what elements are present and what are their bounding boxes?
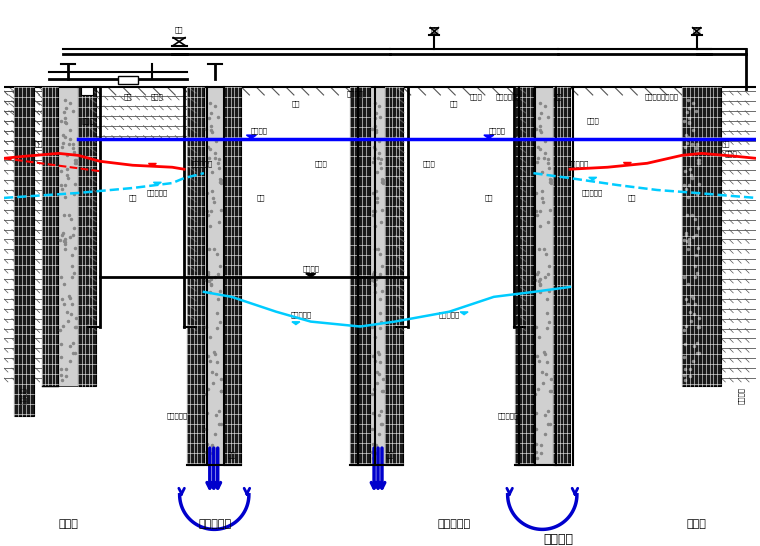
Text: 阀门: 阀门 <box>175 26 183 33</box>
Polygon shape <box>534 87 553 465</box>
Text: 降水后水位: 降水后水位 <box>290 311 312 318</box>
Polygon shape <box>589 177 597 180</box>
Text: 回灌井: 回灌井 <box>59 519 78 530</box>
Text: 基坑降水井: 基坑降水井 <box>438 519 470 530</box>
Polygon shape <box>385 87 403 465</box>
Text: 粘土: 粘土 <box>450 100 458 107</box>
Polygon shape <box>148 163 157 166</box>
Text: 回灌后水位: 回灌后水位 <box>192 160 213 167</box>
Text: 自然水位: 自然水位 <box>251 127 268 134</box>
Polygon shape <box>484 135 494 139</box>
Polygon shape <box>59 87 78 386</box>
Bar <box>81 87 93 95</box>
Text: 地下水绕流: 地下水绕流 <box>166 412 188 419</box>
Text: 三通管: 三通管 <box>470 94 483 100</box>
Text: 水表: 水表 <box>123 94 132 100</box>
Text: 加压净化装置: 加压净化装置 <box>496 94 521 100</box>
Text: 滤料: 滤料 <box>485 194 493 201</box>
Polygon shape <box>223 87 242 465</box>
Text: 降水后水位: 降水后水位 <box>439 311 460 318</box>
Text: 自然水位: 自然水位 <box>488 127 505 134</box>
Text: 水泵: 水泵 <box>385 452 394 459</box>
Text: 整平地面: 整平地面 <box>347 91 364 97</box>
Text: 加压回灌井口封板: 加压回灌井口封板 <box>645 94 679 100</box>
Text: 水泵: 水泵 <box>227 452 236 459</box>
Text: 降水后水位: 降水后水位 <box>582 189 603 196</box>
Polygon shape <box>42 87 59 386</box>
Text: 基坑底面: 基坑底面 <box>302 266 319 272</box>
Text: 降水后水位: 降水后水位 <box>147 189 168 196</box>
Text: 回灌井: 回灌井 <box>687 519 707 530</box>
Polygon shape <box>14 87 33 416</box>
Polygon shape <box>553 87 570 465</box>
Polygon shape <box>515 87 534 465</box>
Polygon shape <box>78 87 96 386</box>
Polygon shape <box>370 87 385 465</box>
Polygon shape <box>187 87 204 465</box>
Text: 粘土: 粘土 <box>292 100 300 107</box>
Bar <box>118 76 138 84</box>
Text: 滤料: 滤料 <box>257 194 265 201</box>
Text: 水表: 水表 <box>554 94 562 100</box>
Polygon shape <box>682 87 701 386</box>
Text: 排水沟: 排水沟 <box>587 117 599 124</box>
Text: 阀门: 阀门 <box>430 26 439 33</box>
Polygon shape <box>682 87 701 386</box>
Text: 钢管井: 钢管井 <box>423 160 435 167</box>
Text: 钢管井: 钢管井 <box>314 160 327 167</box>
Text: 粘土: 粘土 <box>34 140 43 147</box>
Polygon shape <box>350 87 370 465</box>
Polygon shape <box>292 322 300 324</box>
Text: 滤料: 滤料 <box>128 194 137 201</box>
Text: 基坑降水井: 基坑降水井 <box>198 519 231 530</box>
Text: 排水池: 排水池 <box>725 150 738 157</box>
Polygon shape <box>306 274 315 277</box>
Text: 排水沟: 排水沟 <box>82 117 94 124</box>
Text: 三通管: 三通管 <box>151 94 163 100</box>
Text: 围护结构: 围护结构 <box>543 533 573 546</box>
Text: 滤料: 滤料 <box>628 194 637 201</box>
Polygon shape <box>204 87 223 465</box>
Polygon shape <box>623 163 632 165</box>
Text: 粘土: 粘土 <box>722 140 730 147</box>
Text: 回扬水泵: 回扬水泵 <box>21 387 27 404</box>
Polygon shape <box>701 87 721 386</box>
Text: 阀门: 阀门 <box>692 26 701 33</box>
Text: 回扬水泵: 回扬水泵 <box>738 387 745 404</box>
Polygon shape <box>154 182 161 185</box>
Polygon shape <box>460 312 468 314</box>
Text: 回灌后水位: 回灌后水位 <box>567 160 588 167</box>
Polygon shape <box>246 135 256 139</box>
Text: 地下水绕流: 地下水绕流 <box>498 412 519 419</box>
